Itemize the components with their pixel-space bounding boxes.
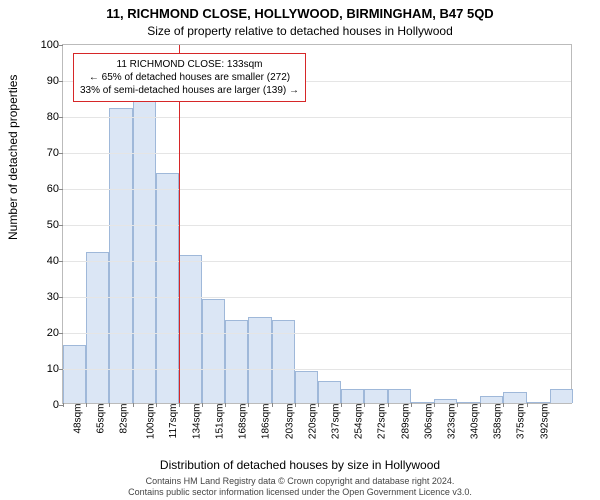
ytick-mark xyxy=(59,225,63,226)
xtick-mark xyxy=(527,403,528,407)
grid-line xyxy=(63,117,571,118)
grid-line xyxy=(63,297,571,298)
title-sub: Size of property relative to detached ho… xyxy=(0,24,600,38)
ytick-label: 20 xyxy=(47,327,59,339)
ytick-mark xyxy=(59,153,63,154)
xtick-mark xyxy=(341,403,342,407)
xtick-label: 65sqm xyxy=(96,404,107,434)
histogram-bar xyxy=(248,317,271,403)
xtick-mark xyxy=(248,403,249,407)
xtick-label: 254sqm xyxy=(353,404,364,440)
ytick-label: 70 xyxy=(47,147,59,159)
histogram-bar xyxy=(341,389,364,403)
ytick-label: 80 xyxy=(47,111,59,123)
xtick-mark xyxy=(86,403,87,407)
xtick-label: 151sqm xyxy=(214,404,225,440)
xtick-label: 203sqm xyxy=(284,404,295,440)
ytick-mark xyxy=(59,81,63,82)
grid-line xyxy=(63,225,571,226)
histogram-bar xyxy=(434,399,457,403)
histogram-bar xyxy=(480,396,503,403)
histogram-bar xyxy=(179,255,202,403)
xtick-label: 323sqm xyxy=(446,404,457,440)
x-axis-label: Distribution of detached houses by size … xyxy=(0,458,600,472)
ytick-label: 40 xyxy=(47,255,59,267)
xtick-mark xyxy=(434,403,435,407)
xtick-label: 375sqm xyxy=(516,404,527,440)
xtick-mark xyxy=(457,403,458,407)
footer-line1: Contains HM Land Registry data © Crown c… xyxy=(0,476,600,487)
xtick-mark xyxy=(411,403,412,407)
ytick-mark xyxy=(59,369,63,370)
ytick-mark xyxy=(59,45,63,46)
xtick-label: 358sqm xyxy=(493,404,504,440)
xtick-label: 272sqm xyxy=(377,404,388,440)
xtick-label: 237sqm xyxy=(330,404,341,440)
xtick-label: 392sqm xyxy=(539,404,550,440)
histogram-bar xyxy=(318,381,341,403)
annotation-line3: 33% of semi-detached houses are larger (… xyxy=(80,84,299,97)
xtick-label: 48sqm xyxy=(73,404,84,434)
xtick-mark xyxy=(202,403,203,407)
xtick-label: 340sqm xyxy=(469,404,480,440)
ytick-label: 60 xyxy=(47,183,59,195)
grid-line xyxy=(63,153,571,154)
histogram-bar xyxy=(388,389,411,403)
grid-line xyxy=(63,261,571,262)
ytick-mark xyxy=(59,333,63,334)
ytick-label: 0 xyxy=(53,399,59,411)
xtick-label: 289sqm xyxy=(400,404,411,440)
xtick-label: 117sqm xyxy=(168,404,179,439)
xtick-mark xyxy=(364,403,365,407)
ytick-mark xyxy=(59,117,63,118)
ytick-label: 10 xyxy=(47,363,59,375)
xtick-mark xyxy=(63,403,64,407)
xtick-mark xyxy=(133,403,134,407)
annotation-line2: ← 65% of detached houses are smaller (27… xyxy=(80,71,299,84)
grid-line xyxy=(63,189,571,190)
ytick-label: 100 xyxy=(41,39,59,51)
xtick-mark xyxy=(318,403,319,407)
xtick-mark xyxy=(272,403,273,407)
xtick-mark xyxy=(179,403,180,407)
histogram-bar xyxy=(63,345,86,403)
annotation-line1: 11 RICHMOND CLOSE: 133sqm xyxy=(80,58,299,71)
xtick-label: 134sqm xyxy=(191,404,202,440)
ytick-label: 30 xyxy=(47,291,59,303)
histogram-bar xyxy=(133,93,156,403)
xtick-label: 220sqm xyxy=(307,404,318,440)
xtick-mark xyxy=(503,403,504,407)
title-main: 11, RICHMOND CLOSE, HOLLYWOOD, BIRMINGHA… xyxy=(0,6,600,21)
histogram-bar xyxy=(550,389,573,403)
ytick-label: 50 xyxy=(47,219,59,231)
histogram-bar xyxy=(503,392,526,403)
xtick-label: 168sqm xyxy=(238,404,249,440)
xtick-label: 186sqm xyxy=(261,404,272,440)
xtick-label: 100sqm xyxy=(145,404,156,440)
xtick-mark xyxy=(225,403,226,407)
histogram-bar xyxy=(364,389,387,403)
y-axis-label: Number of detached properties xyxy=(6,75,20,240)
histogram-bar xyxy=(86,252,109,403)
grid-line xyxy=(63,369,571,370)
ytick-mark xyxy=(59,297,63,298)
plot-area: 0102030405060708090100 11 RICHMOND CLOSE… xyxy=(62,44,572,404)
footer-line2: Contains public sector information licen… xyxy=(0,487,600,498)
histogram-bar xyxy=(295,371,318,403)
xtick-label: 82sqm xyxy=(119,404,130,434)
xtick-label: 306sqm xyxy=(423,404,434,440)
ytick-mark xyxy=(59,261,63,262)
xtick-mark xyxy=(480,403,481,407)
xtick-mark xyxy=(156,403,157,407)
ytick-label: 90 xyxy=(47,75,59,87)
xtick-mark xyxy=(388,403,389,407)
footer: Contains HM Land Registry data © Crown c… xyxy=(0,476,600,498)
grid-line xyxy=(63,333,571,334)
ytick-mark xyxy=(59,189,63,190)
xtick-mark xyxy=(109,403,110,407)
annotation-box: 11 RICHMOND CLOSE: 133sqm ← 65% of detac… xyxy=(73,53,306,102)
histogram-bar xyxy=(202,299,225,403)
xtick-mark xyxy=(295,403,296,407)
